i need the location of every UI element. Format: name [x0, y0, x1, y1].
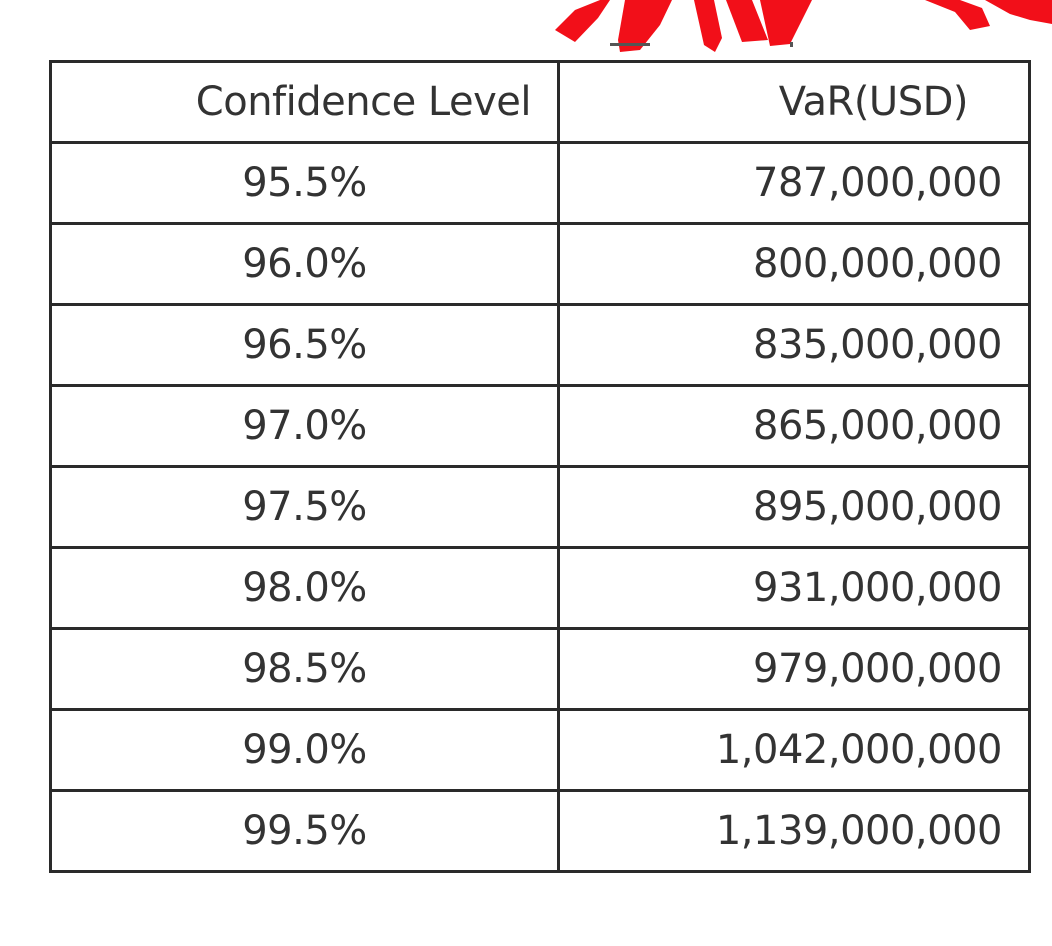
table-row: 99.5% 1,139,000,000 [49, 789, 1031, 873]
var-usd-cell: 1,139,000,000 [557, 789, 1031, 873]
var-usd-cell: 800,000,000 [557, 222, 1031, 306]
table-row: 99.0% 1,042,000,000 [49, 708, 1031, 792]
watermark-graphic [555, 0, 1052, 52]
var-usd-cell: 895,000,000 [557, 465, 1031, 549]
var-table-body: Confidence Level VaR(USD) 95.5% 787,000,0… [49, 60, 1031, 873]
confidence-level-cell: 95.5% [49, 141, 560, 225]
var-usd-cell: 931,000,000 [557, 546, 1031, 630]
confidence-level-cell: 97.0% [49, 384, 560, 468]
var-usd-cell: 1,042,000,000 [557, 708, 1031, 792]
table-row: 95.5% 787,000,000 [49, 141, 1031, 225]
confidence-level-cell: 98.5% [49, 627, 560, 711]
table-row: 97.0% 865,000,000 [49, 384, 1031, 468]
table-row: 98.0% 931,000,000 [49, 546, 1031, 630]
var-usd-cell: 979,000,000 [557, 627, 1031, 711]
confidence-level-cell: 98.0% [49, 546, 560, 630]
header-confidence-level: Confidence Level [49, 60, 560, 144]
table-row: 98.5% 979,000,000 [49, 627, 1031, 711]
var-table-container: Confidence Level VaR(USD) 95.5% 787,000,0… [49, 60, 1031, 873]
confidence-level-cell: 99.5% [49, 789, 560, 873]
confidence-level-cell: 97.5% [49, 465, 560, 549]
confidence-level-cell: 99.0% [49, 708, 560, 792]
table-row: 97.5% 895,000,000 [49, 465, 1031, 549]
var-usd-cell: 865,000,000 [557, 384, 1031, 468]
header-var-usd: VaR(USD) [557, 60, 1031, 144]
confidence-level-cell: 96.0% [49, 222, 560, 306]
table-header-row: Confidence Level VaR(USD) [49, 60, 1031, 144]
confidence-level-cell: 96.5% [49, 303, 560, 387]
table-row: 96.0% 800,000,000 [49, 222, 1031, 306]
var-table: Confidence Level VaR(USD) 95.5% 787,000,0… [49, 60, 1031, 873]
var-usd-cell: 787,000,000 [557, 141, 1031, 225]
cutoff-text-fragment [610, 42, 793, 47]
var-usd-cell: 835,000,000 [557, 303, 1031, 387]
table-row: 96.5% 835,000,000 [49, 303, 1031, 387]
